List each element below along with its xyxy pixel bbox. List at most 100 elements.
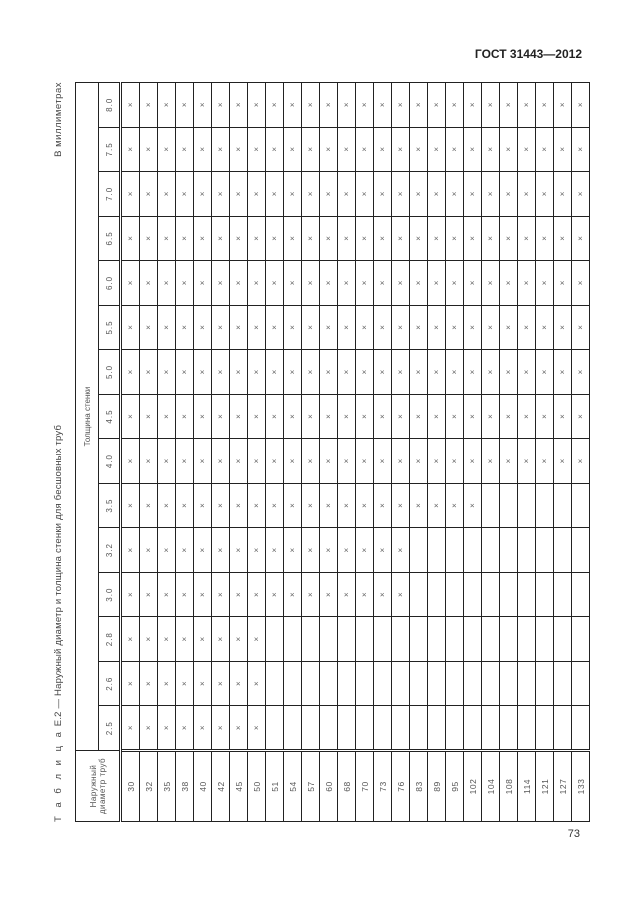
availability-cell: × [535, 438, 554, 484]
availability-cell: × [120, 216, 140, 261]
availability-cell: × [373, 216, 392, 261]
table-row: 68 × × × × × × × × × × × × [337, 82, 356, 822]
caption-title: — Наружный диаметр и толщина стенки для … [53, 424, 64, 709]
caption-number: Е.2 [53, 711, 64, 727]
availability-cell: × [229, 216, 248, 261]
thickness-column-header: 2.6 [98, 661, 121, 706]
availability-cell [283, 616, 302, 662]
availability-cell: × [265, 127, 284, 172]
availability-cell: × [157, 82, 176, 128]
diameter-cell: 89 [427, 750, 446, 822]
thickness-column-header: 3.2 [98, 527, 121, 573]
availability-cell: × [463, 305, 482, 350]
availability-cell: × [373, 572, 392, 617]
availability-cell: × [247, 572, 266, 617]
availability-cell: × [463, 394, 482, 439]
table-row: 30 × × × × × × × × × × × × × × × [120, 82, 140, 822]
availability-cell: × [337, 394, 356, 439]
table-row: 127 × × × × × × × × × [553, 82, 572, 822]
availability-cell: × [265, 483, 284, 528]
rotated-table-block: Т а б л и ц а Е.2 — Наружный диаметр и т… [53, 82, 590, 822]
availability-cell: × [120, 171, 140, 217]
availability-cell [535, 527, 554, 573]
availability-cell: × [535, 171, 554, 217]
availability-cell: × [175, 616, 194, 662]
availability-cell [355, 616, 374, 662]
thickness-column-header: 6.0 [98, 260, 121, 306]
availability-cell: × [409, 305, 428, 350]
diameter-cell: 51 [265, 750, 284, 822]
availability-cell: × [517, 127, 536, 172]
availability-cell [283, 661, 302, 706]
availability-cell: × [337, 438, 356, 484]
availability-cell: × [283, 572, 302, 617]
availability-cell [445, 572, 464, 617]
availability-cell: × [481, 349, 500, 395]
availability-cell: × [283, 483, 302, 528]
availability-cell [463, 616, 482, 662]
availability-cell: × [301, 483, 320, 528]
availability-cell: × [517, 349, 536, 395]
availability-cell: × [301, 216, 320, 261]
diameter-cell: 127 [553, 750, 572, 822]
availability-cell: × [391, 171, 410, 217]
table-row: 40 × × × × × × × × × × × × × × × [193, 82, 212, 822]
availability-cell: × [337, 127, 356, 172]
availability-cell: × [193, 305, 212, 350]
availability-cell [337, 705, 356, 751]
availability-cell [553, 483, 572, 528]
availability-cell [409, 616, 428, 662]
availability-cell: × [157, 127, 176, 172]
availability-cell: × [265, 394, 284, 439]
availability-cell: × [193, 82, 212, 128]
availability-cell: × [120, 394, 140, 439]
thickness-column-header: 8.0 [98, 82, 121, 128]
availability-cell: × [193, 438, 212, 484]
availability-cell: × [193, 616, 212, 662]
availability-cell: × [337, 572, 356, 617]
table-row: 57 × × × × × × × × × × × × [301, 82, 320, 822]
availability-cell: × [283, 216, 302, 261]
availability-cell [481, 661, 500, 706]
availability-cell [553, 572, 572, 617]
availability-cell [355, 661, 374, 706]
availability-cell: × [337, 305, 356, 350]
availability-cell: × [391, 394, 410, 439]
availability-cell [481, 572, 500, 617]
availability-cell: × [373, 394, 392, 439]
availability-cell: × [247, 260, 266, 306]
availability-cell: × [193, 661, 212, 706]
availability-cell: × [211, 305, 230, 350]
table-row: 89 × × × × × × × × × × [427, 82, 446, 822]
availability-cell [463, 661, 482, 706]
availability-cell: × [445, 438, 464, 484]
table-row: 102 × × × × × × × × × × [463, 82, 482, 822]
availability-cell: × [193, 349, 212, 395]
availability-cell [499, 705, 518, 751]
availability-cell: × [517, 82, 536, 128]
table-row: 51 × × × × × × × × × × × × [265, 82, 284, 822]
availability-cell: × [373, 349, 392, 395]
availability-cell [571, 616, 590, 662]
availability-cell [517, 527, 536, 573]
availability-cell: × [157, 661, 176, 706]
availability-cell: × [355, 438, 374, 484]
availability-cell: × [247, 527, 266, 573]
availability-cell: × [499, 216, 518, 261]
availability-cell: × [319, 260, 338, 306]
availability-cell: × [229, 127, 248, 172]
diameter-cell: 121 [535, 750, 554, 822]
availability-cell: × [391, 127, 410, 172]
availability-cell: × [229, 438, 248, 484]
availability-cell: × [301, 438, 320, 484]
availability-cell [391, 705, 410, 751]
diameter-cell: 50 [247, 750, 266, 822]
availability-cell: × [265, 438, 284, 484]
availability-cell: × [283, 260, 302, 306]
document-code: ГОСТ 31443—2012 [474, 47, 582, 61]
availability-cell [445, 527, 464, 573]
availability-cell: × [463, 483, 482, 528]
diameter-cell: 114 [517, 750, 536, 822]
availability-cell: × [139, 661, 158, 706]
availability-cell: × [463, 127, 482, 172]
